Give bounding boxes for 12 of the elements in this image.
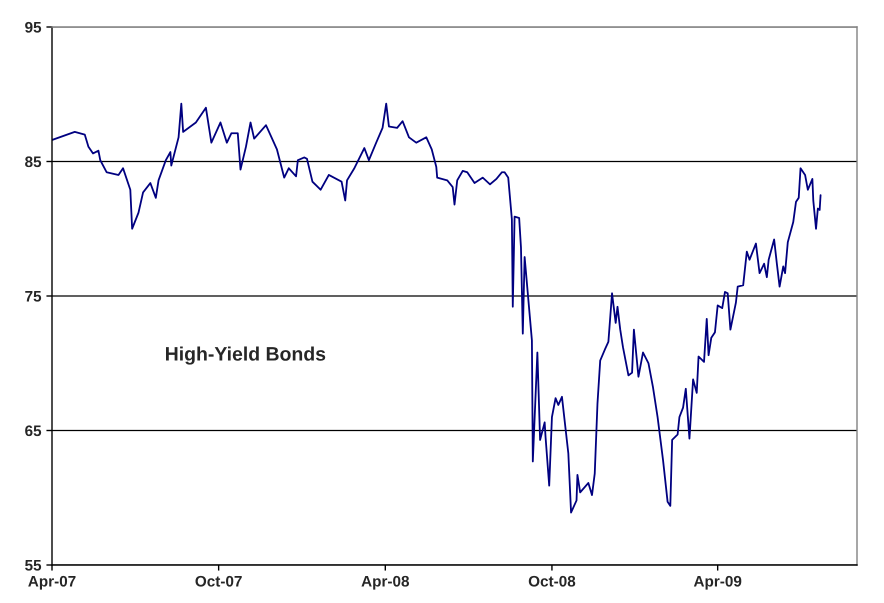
x-tick-label: Apr-07: [28, 576, 76, 590]
y-tick-label: 95: [25, 22, 42, 33]
x-tick-label: Oct-08: [528, 576, 576, 587]
y-tick-label: 75: [25, 291, 42, 302]
x-tick-label: Oct-07: [196, 576, 242, 587]
x-tick-label: Apr-08: [361, 576, 410, 590]
line-series: [52, 102, 822, 514]
y-tick-label: 65: [25, 425, 42, 436]
text: High-Yield Bonds: [166, 346, 326, 365]
y-tick-label: 55: [25, 560, 42, 571]
y-tick-label: 85: [25, 156, 42, 168]
x-tick-label: Apr-09: [694, 576, 742, 590]
